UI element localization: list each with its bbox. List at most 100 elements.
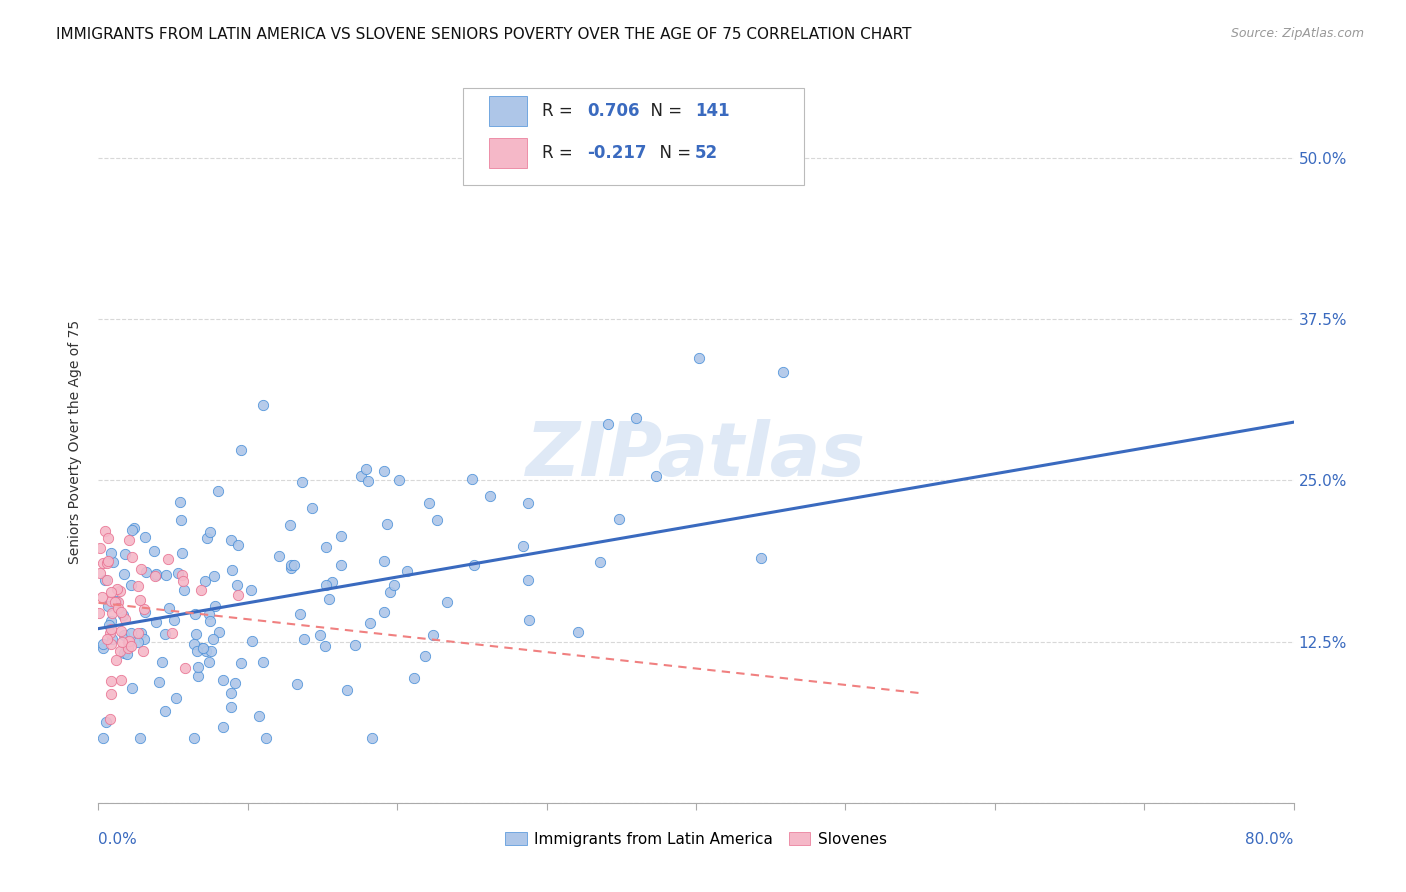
Point [114,547,136,561]
Point [100,687,122,701]
FancyBboxPatch shape [463,87,804,185]
Point [112,628,135,642]
Point [143,543,166,558]
Point [396,565,419,579]
Point [280,560,302,574]
Point [512,539,534,553]
Point [101,606,124,620]
Point [204,599,226,613]
Point [114,611,136,625]
Point [377,517,399,532]
Point [129,562,152,576]
Text: IMMIGRANTS FROM LATIN AMERICA VS SLOVENE SENIORS POVERTY OVER THE AGE OF 75 CORR: IMMIGRANTS FROM LATIN AMERICA VS SLOVENE… [56,27,911,42]
Point [108,583,131,598]
Point [207,484,229,499]
Point [422,628,444,642]
FancyBboxPatch shape [489,96,527,127]
Y-axis label: Seniors Poverty Over the Age of 75: Seniors Poverty Over the Age of 75 [69,319,83,564]
Point [195,644,218,658]
Point [157,551,180,566]
Point [280,558,302,572]
Point [247,709,270,723]
Point [145,568,167,582]
Point [93,573,115,587]
Point [211,720,233,734]
Point [107,594,129,608]
Point [100,622,122,636]
Point [291,475,314,490]
Point [93,556,115,570]
Point [463,558,485,573]
Point [373,605,395,619]
Point [478,489,501,503]
Point [143,569,166,583]
Point [155,567,177,582]
Text: 80.0%: 80.0% [1246,831,1294,847]
Point [100,614,122,628]
Point [567,625,589,640]
Point [117,641,139,656]
Point [101,632,124,646]
Point [360,731,382,746]
Point [191,641,214,656]
Point [267,549,290,563]
Point [157,600,180,615]
Point [96,573,118,587]
Point [96,632,118,647]
Text: Source: ZipAtlas.com: Source: ZipAtlas.com [1230,27,1364,40]
Point [187,659,209,673]
Point [100,594,122,608]
Point [120,578,142,592]
Point [96,556,118,570]
Point [645,468,668,483]
Point [100,673,122,688]
Point [169,495,191,509]
Point [301,501,323,516]
Point [152,656,174,670]
Point [173,583,195,598]
Point [315,577,337,591]
Point [170,513,193,527]
Point [219,533,242,548]
Point [195,531,218,545]
Point [166,566,188,580]
Point [194,574,217,588]
Point [131,644,153,658]
Point [104,594,127,608]
Point [229,657,252,671]
Text: 0.706: 0.706 [588,102,640,120]
Point [110,673,132,687]
Point [198,655,221,669]
Point [426,513,449,527]
Point [517,613,540,627]
FancyBboxPatch shape [489,137,527,168]
Point [198,614,221,628]
Point [100,585,122,599]
Point [772,366,794,380]
Point [101,555,124,569]
Legend: Immigrants from Latin America, Slovenes: Immigrants from Latin America, Slovenes [499,826,893,853]
Point [208,624,231,639]
Point [183,637,205,651]
Point [111,635,134,649]
Point [105,653,128,667]
Point [97,554,120,568]
Point [198,525,221,540]
Point [97,531,120,545]
Point [94,715,117,730]
Point [118,634,141,648]
Point [127,579,149,593]
Point [97,599,120,613]
Point [292,632,315,647]
Point [315,540,337,554]
Point [153,704,176,718]
Point [749,551,772,566]
Point [163,613,186,627]
Point [89,606,111,620]
Point [110,605,132,619]
Text: -0.217: -0.217 [588,144,647,161]
Point [128,731,150,746]
Point [589,556,612,570]
Point [226,588,249,602]
Point [174,661,197,675]
